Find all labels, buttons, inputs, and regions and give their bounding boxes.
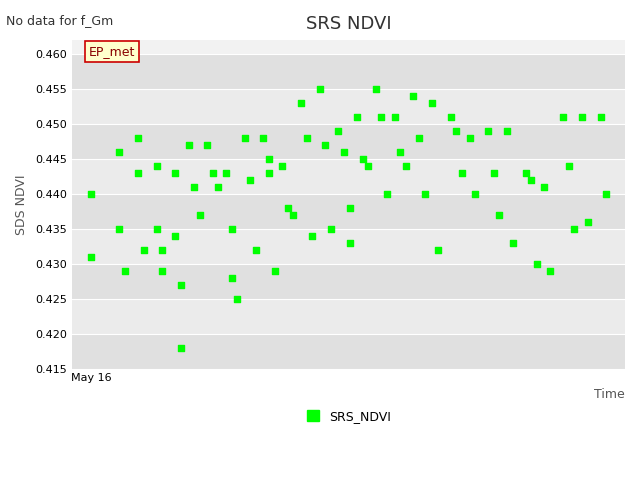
Point: [339, 148, 349, 156]
Bar: [72, 334, 625, 369]
Point: [314, 85, 324, 93]
Point: [502, 127, 512, 135]
Point: [264, 155, 274, 163]
Point: [202, 141, 212, 149]
Point: [120, 267, 130, 275]
Point: [320, 141, 330, 149]
Point: [296, 99, 306, 107]
Point: [564, 162, 574, 170]
Point: [419, 190, 429, 198]
Point: [414, 134, 424, 142]
Point: [152, 225, 162, 233]
Bar: [72, 194, 625, 229]
Point: [344, 239, 355, 247]
Point: [264, 169, 274, 177]
Text: No data for f_Gm: No data for f_Gm: [6, 14, 114, 27]
Bar: [72, 264, 625, 299]
Point: [333, 127, 344, 135]
Bar: [72, 89, 625, 124]
Point: [239, 134, 250, 142]
Point: [189, 183, 199, 191]
Point: [221, 169, 231, 177]
Point: [526, 176, 536, 184]
Point: [483, 127, 493, 135]
Text: EP_met: EP_met: [89, 45, 135, 58]
Point: [427, 99, 437, 107]
Point: [176, 281, 186, 288]
Point: [307, 232, 317, 240]
Point: [251, 246, 261, 253]
Point: [445, 113, 456, 121]
Point: [489, 169, 499, 177]
Text: Time: Time: [595, 388, 625, 401]
Point: [558, 113, 568, 121]
Point: [520, 169, 531, 177]
Bar: [72, 299, 625, 334]
Point: [133, 134, 143, 142]
Bar: [72, 229, 625, 264]
Point: [288, 211, 298, 219]
Point: [545, 267, 555, 275]
Point: [596, 113, 606, 121]
Point: [395, 148, 405, 156]
Point: [86, 253, 96, 261]
Point: [326, 225, 336, 233]
Point: [133, 169, 143, 177]
Bar: [72, 124, 625, 159]
Point: [390, 113, 400, 121]
Y-axis label: SDS NDVI: SDS NDVI: [15, 174, 28, 235]
Point: [433, 246, 443, 253]
Point: [283, 204, 293, 212]
Point: [232, 295, 243, 302]
Point: [457, 169, 467, 177]
Point: [184, 141, 194, 149]
Point: [494, 211, 504, 219]
Legend: SRS_NDVI: SRS_NDVI: [301, 405, 396, 428]
Point: [570, 225, 580, 233]
Point: [259, 134, 269, 142]
Point: [208, 169, 218, 177]
Point: [465, 134, 475, 142]
Point: [227, 225, 237, 233]
Point: [170, 169, 180, 177]
Point: [364, 162, 374, 170]
Point: [114, 225, 124, 233]
Point: [352, 113, 362, 121]
Point: [157, 246, 168, 253]
Point: [227, 274, 237, 282]
Point: [508, 239, 518, 247]
Point: [540, 183, 550, 191]
Point: [114, 148, 124, 156]
Point: [157, 267, 168, 275]
Point: [213, 183, 223, 191]
Bar: [72, 54, 625, 89]
Point: [376, 113, 387, 121]
Point: [358, 155, 368, 163]
Point: [86, 190, 96, 198]
Point: [277, 162, 287, 170]
Point: [382, 190, 392, 198]
Bar: [72, 159, 625, 194]
Point: [176, 344, 186, 351]
Point: [170, 232, 180, 240]
Point: [401, 162, 411, 170]
Point: [245, 176, 255, 184]
Point: [269, 267, 280, 275]
Point: [577, 113, 587, 121]
Point: [371, 85, 381, 93]
Point: [532, 260, 542, 267]
Point: [344, 204, 355, 212]
Point: [582, 218, 593, 226]
Point: [408, 92, 419, 100]
Point: [152, 162, 162, 170]
Point: [301, 134, 312, 142]
Point: [451, 127, 461, 135]
Point: [138, 246, 148, 253]
Title: SRS NDVI: SRS NDVI: [306, 15, 392, 33]
Point: [195, 211, 205, 219]
Point: [601, 190, 611, 198]
Point: [470, 190, 480, 198]
